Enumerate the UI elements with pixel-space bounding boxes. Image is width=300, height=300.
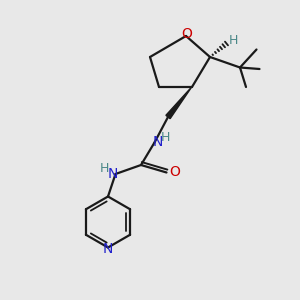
Text: H: H [228, 34, 238, 47]
Text: N: N [103, 242, 113, 256]
Text: N: N [152, 136, 163, 149]
Text: O: O [169, 166, 180, 179]
Text: O: O [181, 28, 192, 41]
Text: N: N [107, 167, 118, 181]
Text: H: H [99, 162, 109, 175]
Polygon shape [166, 87, 192, 119]
Text: H: H [161, 130, 171, 144]
